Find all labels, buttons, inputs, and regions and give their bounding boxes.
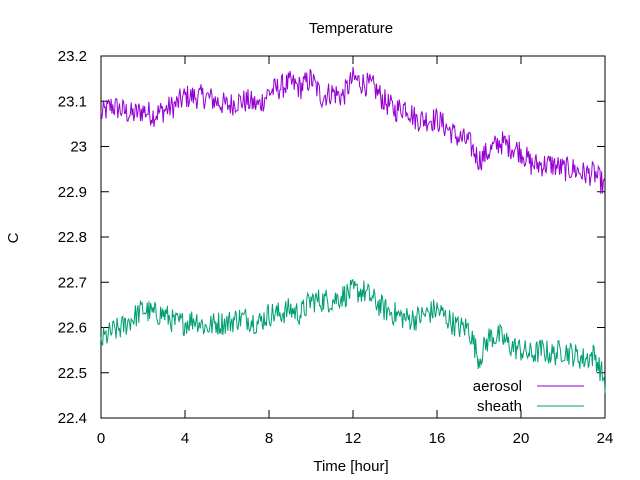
legend: aerosol sheath	[473, 378, 584, 415]
y-axis-label: C	[5, 232, 22, 243]
chart-title: Temperature	[309, 20, 393, 37]
x-tick-label: 4	[181, 430, 189, 447]
x-tick-label: 8	[265, 430, 273, 447]
series-line-aerosol	[100, 66, 606, 194]
y-tick-label: 23.2	[58, 48, 87, 65]
series-line-sheath	[100, 279, 606, 393]
x-axis-label: Time [hour]	[313, 458, 388, 475]
x-tick-label: 20	[513, 430, 530, 447]
legend-label-sheath: sheath	[477, 398, 522, 415]
x-tick-label: 24	[597, 430, 614, 447]
x-tick-label: 16	[429, 430, 446, 447]
series-layer	[100, 66, 606, 393]
plot-border	[100, 55, 606, 419]
y-tick-label: 22.6	[58, 320, 87, 337]
y-tick-label: 22.5	[58, 365, 87, 382]
y-tick-label: 23.1	[58, 93, 87, 110]
y-tick-label: 23	[70, 139, 87, 156]
x-axis-ticks: 0 4 8 12 16 20 24	[97, 56, 614, 447]
y-tick-label: 22.8	[58, 229, 87, 246]
y-tick-label: 22.9	[58, 184, 87, 201]
y-axis-ticks: 22.4 22.5 22.6 22.7 22.8 22.9 23 23.1 23.2	[58, 48, 605, 427]
y-tick-label: 22.4	[58, 410, 87, 427]
legend-label-aerosol: aerosol	[473, 378, 522, 395]
x-tick-label: 12	[345, 430, 362, 447]
x-tick-label: 0	[97, 430, 105, 447]
plot-frame	[100, 55, 606, 419]
y-tick-label: 22.7	[58, 274, 87, 291]
